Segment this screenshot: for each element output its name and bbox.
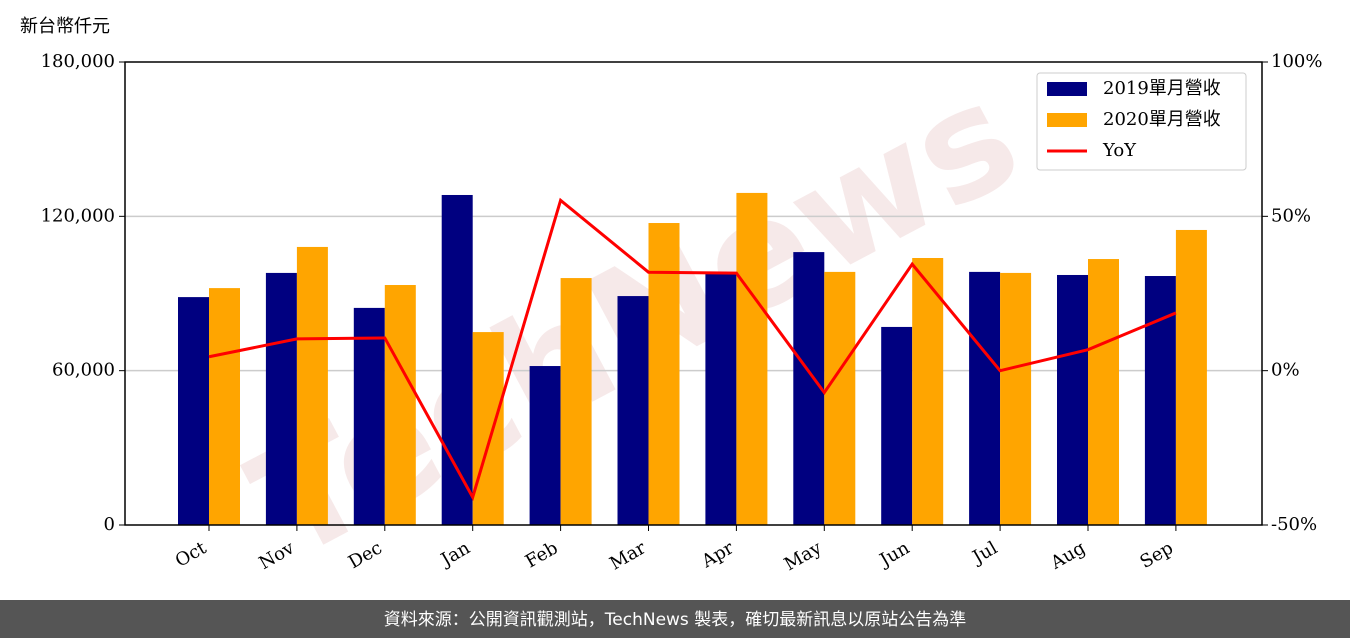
bar [209,288,240,525]
bar [1057,274,1088,525]
x-tick-label: Feb [522,537,562,572]
bar [384,285,416,525]
bar [353,307,385,525]
x-tick-label: May [781,537,826,575]
bar [1000,272,1032,525]
bar [1144,276,1176,525]
x-tick-label: Jun [875,537,914,572]
legend-label: 2020單月營收 [1103,109,1221,130]
bar [265,272,297,525]
y2-tick-label: 0% [1271,360,1300,381]
bar [441,194,473,525]
legend-swatch [1047,113,1087,127]
y-tick-label: 0 [104,514,115,535]
legend-label: YoY [1102,140,1137,161]
footer-bar [0,600,1350,638]
y2-tick-label: 100% [1271,51,1322,72]
line [208,197,1177,502]
bar [472,332,504,525]
y2-tick-label: 50% [1271,205,1311,226]
x-tick-label: Mar [606,537,650,574]
footer-text: 資料來源：公開資訊觀測站，TechNews 製表，確切最新訊息以原站公告為準 [384,610,966,630]
legend-swatch [1047,82,1087,96]
bar [881,326,913,525]
y-tick-label: 180,000 [41,51,115,72]
x-tick-label: Jan [436,537,474,571]
y2-tick-label: -50% [1271,514,1317,535]
bar [912,258,944,525]
y-tick-label: 120,000 [41,205,115,226]
legend-box [1036,72,1247,171]
bar [705,272,737,525]
bar [1175,229,1207,525]
bar [529,366,561,525]
y-axis-label: 新台幣仟元 [20,16,110,37]
bar [560,278,592,525]
bar [1088,259,1119,525]
legend-label: 2019單月營收 [1103,78,1221,99]
x-tick-label: Aug [1046,537,1089,574]
plot-frame [124,61,1263,526]
x-tick-label: Jul [968,537,1002,569]
bar [617,296,649,525]
x-tick-label: Sep [1137,537,1177,572]
x-tick-label: Apr [697,537,737,572]
bar [296,246,328,525]
bar [178,297,209,525]
y-tick-label: 60,000 [52,360,115,381]
bar [824,271,856,525]
bar [969,271,1001,525]
bar [793,252,825,525]
x-tick-label: Oct [172,537,211,572]
bar [736,192,768,525]
bar [648,223,680,525]
